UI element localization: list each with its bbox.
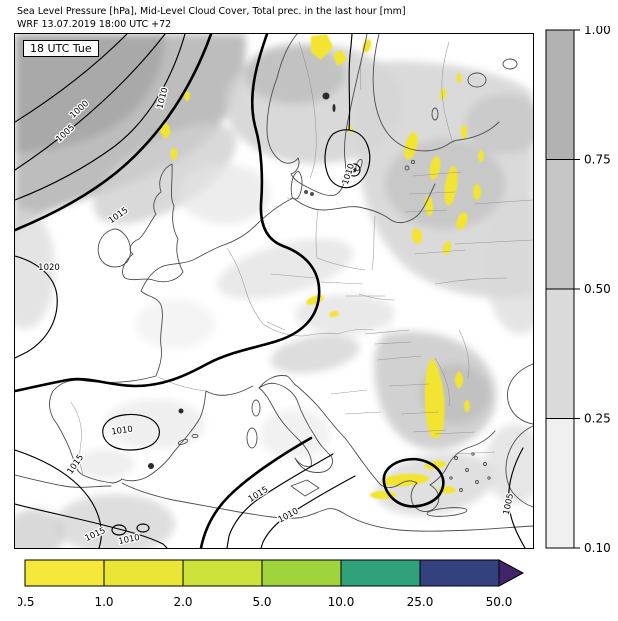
isobar-label: 1020 <box>38 263 60 273</box>
precip-colorbar-tick-labels: 0.5 1.0 2.0 5.0 10.0 25.0 50.0 <box>18 595 512 609</box>
isobar-layer <box>15 34 526 548</box>
cloud-colorbar-tick: 0.50 <box>584 282 611 296</box>
precipitation-layer <box>159 34 484 499</box>
europe-weather-map: 18 UTC Tue <box>14 33 534 549</box>
precip-colorbar-segment <box>261 559 342 587</box>
cloud-cover-colorbar: 1.00 0.75 0.50 0.25 0.10 <box>545 26 611 555</box>
precip-colorbar-tick: 1.0 <box>94 595 113 609</box>
cloud-colorbar-tick: 0.75 <box>584 153 611 167</box>
figure-header: Sea Level Pressure [hPa], Mid-Level Clou… <box>17 5 406 31</box>
cloud-colorbar-tick: 0.25 <box>584 412 611 426</box>
precip-colorbar-tick: 25.0 <box>407 595 434 609</box>
precip-colorbar-tick: 2.0 <box>173 595 192 609</box>
valid-time-label: 18 UTC Tue <box>23 40 99 57</box>
precip-colorbar-segment <box>340 559 421 587</box>
country-borders-layer <box>70 41 533 475</box>
cloud-colorbar-segment <box>545 288 575 419</box>
precip-colorbar-tick: 5.0 <box>252 595 271 609</box>
precip-colorbar-segment <box>419 559 500 587</box>
precip-colorbar-arrow <box>498 559 525 587</box>
precip-colorbar-segment <box>24 559 105 587</box>
cloud-colorbar-tick: 0.10 <box>584 541 611 555</box>
precipitation-colorbar: 0.5 1.0 2.0 5.0 10.0 25.0 50.0 <box>18 559 525 609</box>
figure-title: Sea Level Pressure [hPa], Mid-Level Clou… <box>17 6 406 17</box>
cloud-colorbar-segment <box>545 29 575 160</box>
isobar-label: 1010 <box>111 425 134 438</box>
lakes-and-spot-marks <box>148 92 357 469</box>
precip-colorbar-tick: 0.5 <box>18 595 35 609</box>
map-canvas: 1000 1005 1010 1015 1020 1010 1010 1015 … <box>15 34 533 548</box>
coastline-layer <box>15 34 533 532</box>
precip-colorbar-tick: 10.0 <box>328 595 355 609</box>
cloud-colorbar-segment <box>545 418 575 549</box>
precip-colorbar-tick: 50.0 <box>486 595 513 609</box>
precip-colorbar-segment <box>103 559 184 587</box>
precip-colorbar-segment <box>182 559 263 587</box>
isobar-label: 1010 <box>277 506 301 525</box>
cloud-colorbar-tick: 1.00 <box>584 26 611 37</box>
cloud-colorbar-ticks-marks <box>574 29 580 549</box>
figure-subtitle: WRF 13.07.2019 18:00 UTC +72 <box>17 19 172 30</box>
cloud-colorbar-segment <box>545 159 575 290</box>
isobar-label: 1015 <box>247 485 271 505</box>
isobar-label: 1010 <box>341 162 357 186</box>
cloud-shading-layer <box>15 34 533 548</box>
